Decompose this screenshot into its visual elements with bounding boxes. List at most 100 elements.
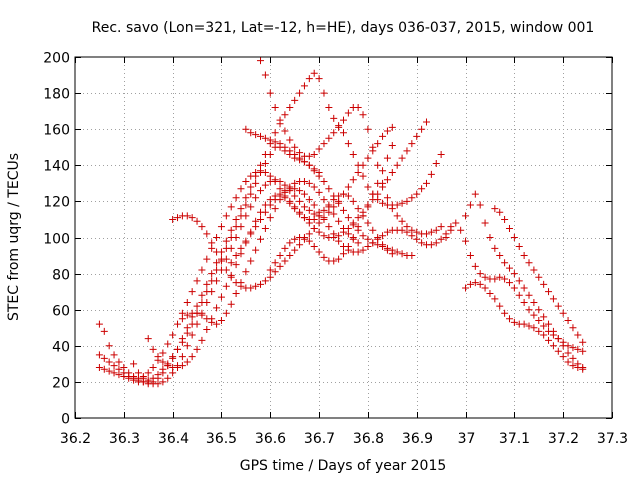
data-point-arc-10 bbox=[403, 223, 411, 231]
data-point-arc-4 bbox=[164, 374, 172, 382]
data-point-arc-3 bbox=[413, 190, 421, 198]
data-point-arc-5 bbox=[174, 363, 182, 371]
data-point-arc-11 bbox=[315, 248, 323, 256]
data-point-arc-14 bbox=[540, 331, 548, 339]
data-point-arc-2 bbox=[237, 185, 245, 193]
data-point-arc-2 bbox=[227, 203, 235, 211]
data-point-arc-3 bbox=[422, 179, 430, 187]
data-point-arc-5 bbox=[418, 125, 426, 133]
data-point-arc-5 bbox=[183, 358, 191, 366]
data-point-arc-3 bbox=[178, 335, 186, 343]
data-point-arc-4 bbox=[144, 378, 152, 386]
data-point-arc-4 bbox=[213, 277, 221, 285]
data-point-arc-11 bbox=[354, 223, 362, 231]
data-point-arc-6 bbox=[261, 277, 269, 285]
data-point-arc-1 bbox=[110, 369, 118, 377]
data-point-arc-6 bbox=[354, 169, 362, 177]
data-point-arc-5 bbox=[315, 228, 323, 236]
data-point-arc-7 bbox=[222, 309, 230, 317]
data-point-arc-12 bbox=[505, 279, 513, 287]
y-tick-label: 40 bbox=[52, 340, 70, 356]
data-point-arc-10 bbox=[261, 71, 269, 79]
data-point-arc-8 bbox=[237, 244, 245, 252]
data-point-arc-8 bbox=[281, 187, 289, 195]
data-point-arc-12 bbox=[442, 234, 450, 241]
y-tick-label: 60 bbox=[52, 304, 70, 320]
data-point-arc-7 bbox=[305, 179, 313, 187]
data-point-arc-12 bbox=[447, 226, 455, 234]
data-point-arc-3 bbox=[427, 170, 435, 178]
data-point-arc-13 bbox=[554, 335, 562, 343]
data-point-arc-10 bbox=[369, 143, 377, 151]
data-point-arc-5 bbox=[320, 232, 328, 240]
data-point-arc-7 bbox=[340, 224, 347, 232]
data-point-arc-7 bbox=[198, 311, 206, 319]
data-point-arc-6 bbox=[344, 183, 352, 191]
data-point-arc-5 bbox=[383, 176, 391, 184]
data-point-arc-7 bbox=[208, 318, 216, 326]
data-point-arc-14 bbox=[579, 365, 587, 373]
data-point-arc-11 bbox=[379, 167, 387, 175]
data-point-arc-14 bbox=[505, 315, 513, 323]
data-point-arc-6 bbox=[305, 230, 313, 238]
data-point-arc-3 bbox=[95, 320, 103, 328]
data-point-arc-3 bbox=[208, 270, 216, 278]
data-point-arc-8 bbox=[432, 239, 440, 247]
data-point-arc-7 bbox=[237, 279, 245, 287]
data-point-arc-6 bbox=[183, 212, 191, 220]
data-point-arc-3 bbox=[393, 201, 401, 209]
data-point-arc-9 bbox=[242, 125, 250, 133]
data-point-arc-3 bbox=[110, 351, 118, 359]
data-point-arc-13 bbox=[545, 320, 553, 328]
data-point-arc-5 bbox=[354, 214, 362, 222]
data-point-arc-8 bbox=[320, 215, 328, 223]
data-point-arc-3 bbox=[247, 183, 255, 191]
data-point-arc-15 bbox=[525, 259, 533, 267]
data-point-arc-3 bbox=[359, 172, 367, 180]
data-point-arc-14 bbox=[496, 302, 504, 310]
data-point-arc-10 bbox=[398, 217, 406, 225]
data-point-arc-3 bbox=[340, 129, 347, 137]
data-point-arc-13 bbox=[496, 252, 504, 260]
data-point-arc-11 bbox=[374, 179, 382, 187]
data-point-arc-4 bbox=[271, 176, 279, 184]
data-point-arc-14 bbox=[545, 336, 553, 344]
data-point-arc-1 bbox=[242, 201, 250, 209]
x-tick-label: 37.1 bbox=[499, 431, 530, 447]
data-point-arc-11 bbox=[286, 239, 294, 247]
data-point-arc-12 bbox=[462, 237, 470, 245]
data-point-arc-6 bbox=[217, 257, 225, 265]
data-point-arc-4 bbox=[134, 369, 142, 377]
data-point-arc-10 bbox=[266, 89, 274, 97]
data-point-arc-14 bbox=[574, 363, 582, 371]
data-point-arc-12 bbox=[515, 291, 523, 299]
data-points-layer bbox=[95, 57, 587, 388]
data-point-arc-11 bbox=[364, 201, 372, 209]
data-point-arc-3 bbox=[222, 237, 230, 245]
data-point-arc-8 bbox=[257, 215, 265, 223]
data-point-arc-12 bbox=[535, 317, 543, 325]
data-point-arc-3 bbox=[432, 159, 440, 167]
data-point-arc-3 bbox=[257, 161, 265, 169]
data-point-arc-10 bbox=[427, 228, 435, 236]
data-point-arc-7 bbox=[178, 315, 186, 323]
data-point-arc-10 bbox=[310, 150, 318, 158]
data-point-arc-13 bbox=[530, 298, 538, 306]
data-point-arc-9 bbox=[388, 246, 396, 254]
data-point-arc-4 bbox=[257, 187, 265, 195]
data-point-arc-10 bbox=[286, 136, 294, 144]
data-point-arc-4 bbox=[276, 178, 284, 186]
data-point-arc-8 bbox=[427, 241, 435, 249]
data-point-arc-5 bbox=[413, 132, 421, 140]
data-point-arc-6 bbox=[271, 268, 279, 276]
data-point-arc-9 bbox=[344, 214, 352, 222]
data-point-arc-7 bbox=[232, 289, 240, 297]
data-point-arc-2 bbox=[110, 362, 118, 370]
data-point-arc-4 bbox=[203, 298, 211, 306]
data-point-arc-14 bbox=[554, 347, 562, 355]
data-point-arc-9 bbox=[252, 131, 260, 139]
data-point-arc-3 bbox=[349, 150, 357, 158]
data-point-arc-12 bbox=[471, 262, 479, 270]
data-point-arc-6 bbox=[247, 284, 255, 292]
data-point-arc-12 bbox=[466, 252, 474, 260]
